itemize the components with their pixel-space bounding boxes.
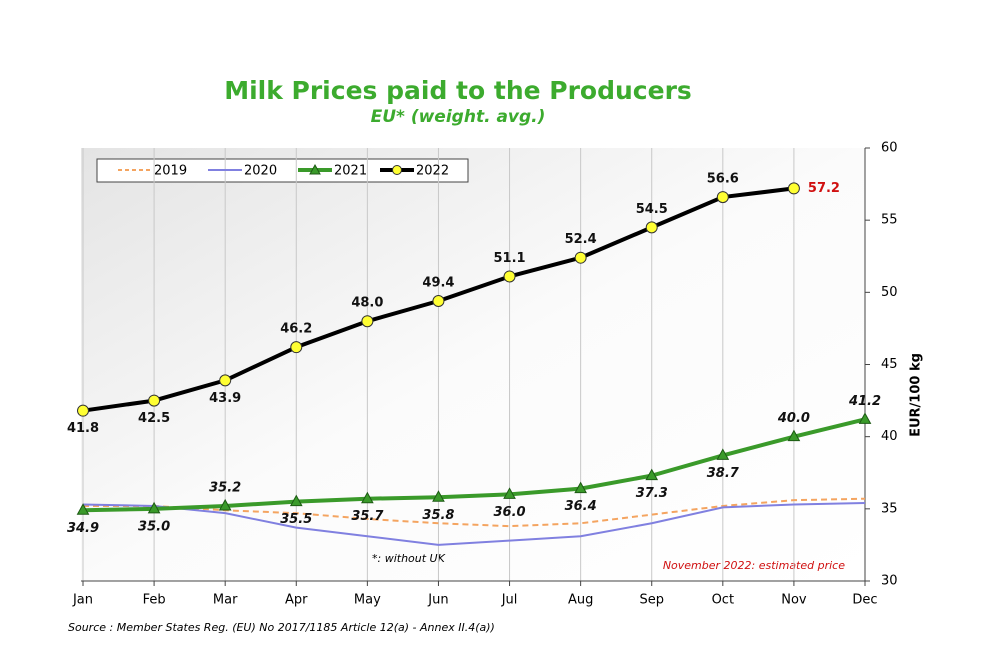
point	[147, 501, 161, 514]
chart-subtitle: EU* (weight. avg.)	[371, 107, 546, 127]
point	[858, 412, 872, 424]
legend-label: 2019	[154, 164, 187, 179]
annotation: November 2022: estimated price	[663, 559, 845, 572]
series-line	[82, 502, 866, 546]
point	[716, 191, 729, 204]
point	[645, 468, 659, 481]
point	[219, 374, 232, 387]
point	[361, 315, 374, 328]
point	[503, 270, 516, 283]
legend-label: 2020	[244, 164, 277, 179]
point	[76, 503, 90, 515]
point	[574, 251, 587, 264]
x-tick-label: Jan	[72, 593, 93, 608]
data-label: 54.5	[636, 202, 668, 217]
point	[787, 182, 800, 195]
x-tick-label: Apr	[285, 593, 308, 608]
data-label: 35.0	[138, 519, 170, 534]
point	[361, 491, 374, 504]
x-tick-label: Jun	[427, 593, 448, 608]
data-label: 46.2	[280, 322, 312, 337]
legend-label: 2021	[334, 164, 367, 179]
data-label: 49.4	[422, 275, 454, 290]
data-label: 52.4	[565, 232, 597, 247]
point	[645, 221, 658, 234]
y-tick-label: 40	[881, 429, 898, 444]
y-tick-label: 30	[881, 574, 898, 589]
data-label: 41.8	[67, 421, 99, 436]
point	[503, 487, 516, 499]
point	[787, 429, 801, 442]
y-tick-label: 35	[881, 501, 898, 516]
y-tick-label: 60	[881, 141, 898, 156]
data-label: 36.0	[494, 505, 526, 520]
data-label: 41.2	[848, 394, 881, 409]
data-label: 35.8	[422, 508, 454, 523]
data-label: 35.2	[209, 480, 241, 495]
data-label: 48.0	[351, 296, 383, 311]
point	[432, 294, 445, 307]
data-label: 38.7	[707, 466, 740, 481]
point	[77, 404, 89, 417]
data-label: 40.0	[777, 411, 810, 426]
x-tick-label: Feb	[143, 593, 166, 608]
y-tick-label: 55	[881, 213, 898, 228]
data-label: 56.6	[707, 172, 739, 187]
y-axis-label: EUR/100 kg	[909, 353, 924, 437]
x-tick-label: Nov	[781, 593, 807, 608]
data-label: 36.4	[565, 499, 597, 514]
point	[148, 394, 161, 407]
legend-marker	[392, 165, 402, 175]
point	[218, 498, 232, 511]
x-tick-label: Jul	[501, 593, 518, 608]
x-tick-label: Dec	[852, 593, 877, 608]
plot-area	[81, 148, 865, 581]
x-tick-label: May	[354, 593, 381, 608]
point	[716, 448, 730, 460]
data-label: 35.7	[351, 509, 384, 524]
x-tick-label: Aug	[568, 593, 593, 608]
data-label: 42.5	[138, 411, 170, 426]
x-tick-label: Sep	[639, 593, 664, 608]
y-tick-label: 45	[881, 357, 898, 372]
data-label: 37.3	[636, 486, 668, 501]
point	[289, 494, 303, 507]
x-tick-label: Oct	[712, 593, 734, 608]
series-line	[83, 497, 866, 528]
chart-title: Milk Prices paid to the Producers	[224, 76, 692, 105]
point	[432, 490, 445, 502]
data-label: 35.5	[280, 512, 312, 527]
series-line	[82, 417, 866, 513]
data-label: 43.9	[209, 391, 241, 406]
source: Source : Member States Reg. (EU) No 2017…	[68, 621, 495, 634]
point	[574, 481, 587, 494]
x-tick-label: Mar	[213, 593, 238, 608]
legend-label: 2022	[416, 164, 449, 179]
point	[290, 341, 303, 354]
annotation: *: without UK	[372, 552, 446, 565]
data-label: 34.9	[67, 521, 99, 536]
legend-marker	[309, 163, 321, 175]
data-label: 57.2	[808, 181, 840, 196]
legend	[96, 158, 469, 183]
y-tick-label: 50	[881, 285, 898, 300]
data-label: 51.1	[494, 251, 526, 266]
